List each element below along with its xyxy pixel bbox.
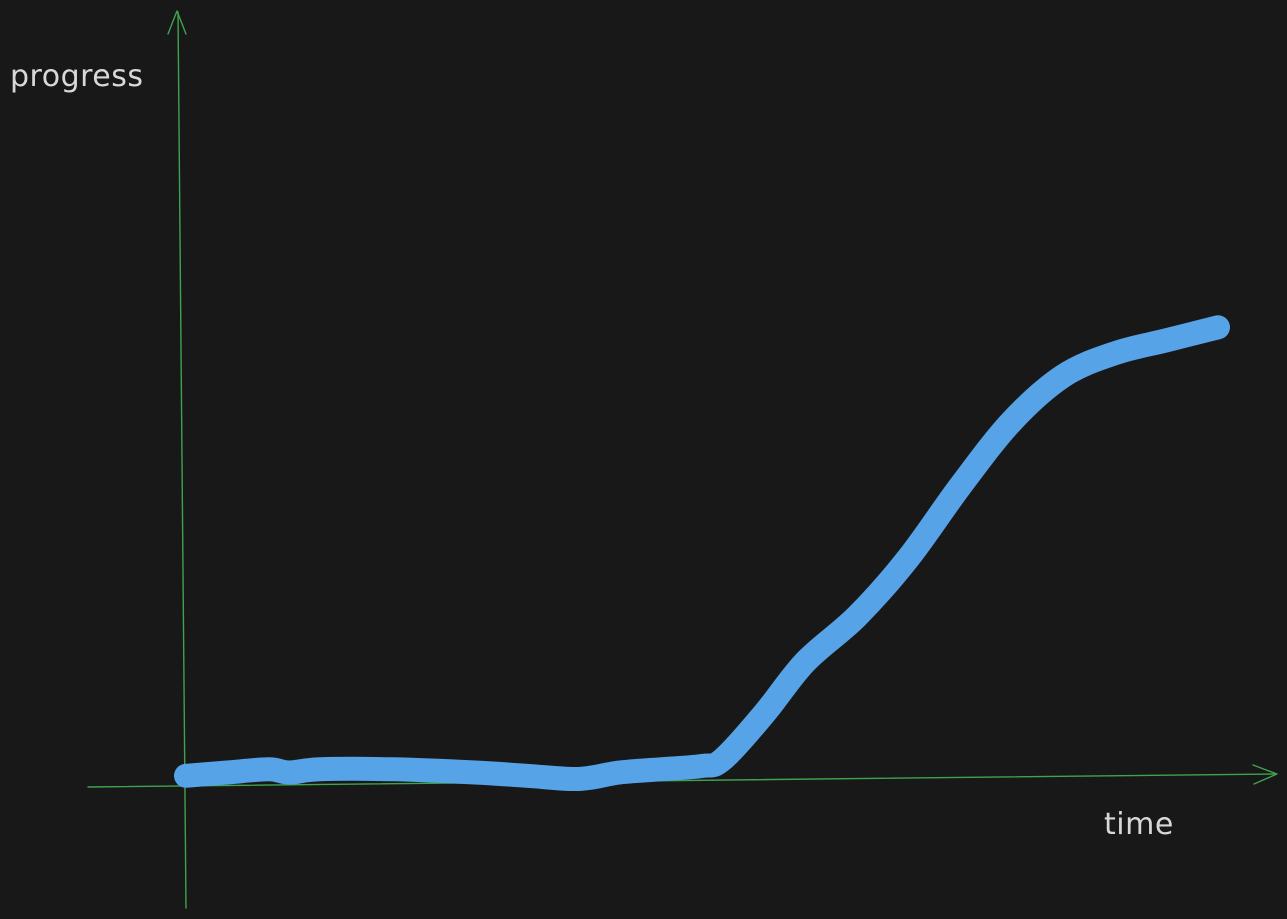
series-line: [174, 315, 1230, 792]
y-axis-label: progress: [10, 59, 144, 94]
y-axis: [177, 11, 187, 909]
y-axis-arrowhead: [167, 10, 187, 35]
x-axis: [87, 773, 1277, 788]
x-axis-arrowhead: [1252, 764, 1278, 785]
x-axis-label: time: [1104, 807, 1174, 842]
